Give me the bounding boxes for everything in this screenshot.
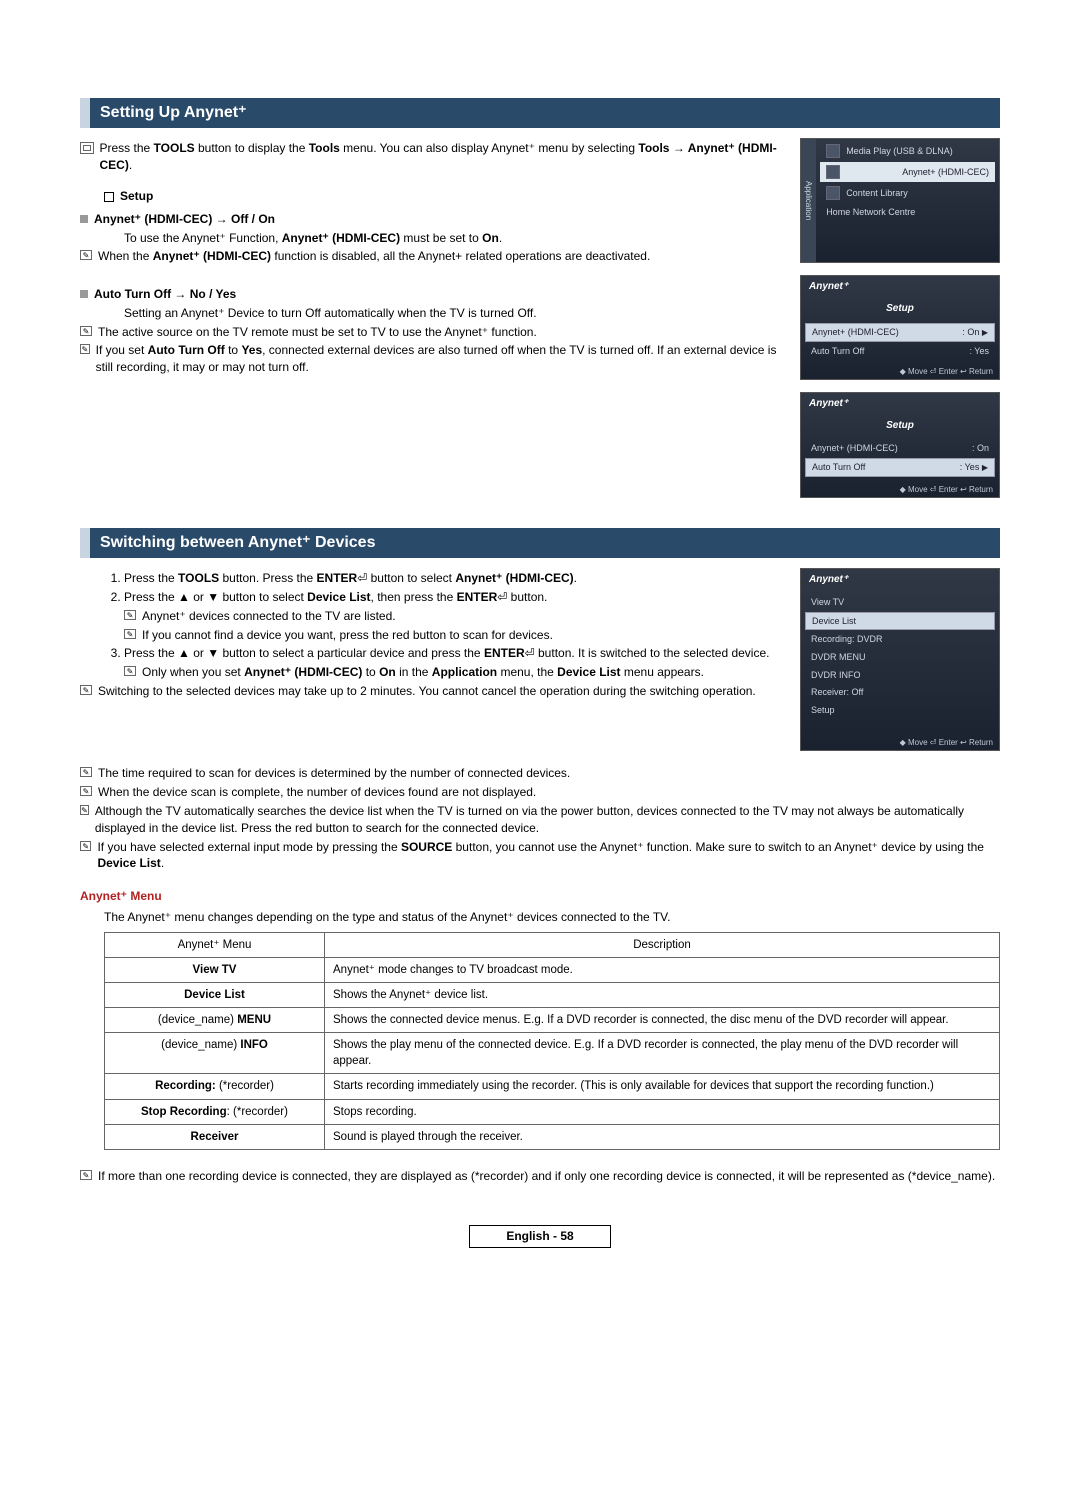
anynet-icon <box>826 165 840 179</box>
osd-footer: ◆ Move ⏎ Enter ↩ Return <box>801 735 999 750</box>
note-icon: ✎ <box>80 250 92 260</box>
menu-footnote: If more than one recording device is con… <box>98 1168 995 1185</box>
osd-side-label: Application <box>801 139 816 262</box>
table-row: (device_name) MENUShows the connected de… <box>105 1008 1000 1033</box>
setup-item1-line: To use the Anynet⁺ Function, Anynet⁺ (HD… <box>124 230 780 247</box>
osd-heading: Setup <box>801 298 999 320</box>
note-icon: ✎ <box>80 685 92 695</box>
osd-dev-item[interactable]: DVDR MENU <box>805 649 995 666</box>
setup-item1-note: When the Anynet⁺ (HDMI-CEC) function is … <box>98 248 650 265</box>
setup-item2-note2: If you set Auto Turn Off to Yes, connect… <box>96 342 780 376</box>
tools-icon <box>80 142 94 154</box>
osd-heading: Setup <box>801 415 999 437</box>
switch-step-1: Press the TOOLS button. Press the ENTER⏎… <box>124 570 780 587</box>
osd-dev-item[interactable]: Setup <box>805 702 995 719</box>
table-row: View TVAnynet⁺ mode changes to TV broadc… <box>105 957 1000 982</box>
osd-app-item: Content Library <box>820 183 995 203</box>
osd-setup-1: Anynet⁺ Setup Anynet+ (HDMI-CEC): On ▶ A… <box>800 275 1000 380</box>
intro-text: Press the TOOLS button to display the To… <box>100 140 781 174</box>
square-bullet-icon <box>80 290 88 298</box>
page-footer: English - 58 <box>80 1225 1000 1248</box>
note-icon: ✎ <box>124 666 136 676</box>
osd-app-item: Home Network Centre <box>820 203 995 222</box>
setup-item2-note1: The active source on the TV remote must … <box>98 324 537 341</box>
note-icon: ✎ <box>80 841 91 851</box>
osd-app-item: Media Play (USB & DLNA) <box>820 141 995 161</box>
osd-dev-item[interactable]: Recording: DVDR <box>805 631 995 648</box>
osd-dev-item[interactable]: Receiver: Off <box>805 684 995 701</box>
note-icon: ✎ <box>80 767 92 777</box>
left-column-2: Press the TOOLS button. Press the ENTER⏎… <box>80 568 780 763</box>
osd-dev-item[interactable]: View TV <box>805 594 995 611</box>
osd-title: Anynet⁺ <box>801 569 999 591</box>
page-number: English - 58 <box>469 1225 610 1248</box>
switch-step-2: Press the ▲ or ▼ button to select Device… <box>124 589 780 643</box>
anynet-menu-heading: Anynet⁺ Menu <box>80 888 1000 905</box>
note-icon: ✎ <box>80 1170 92 1180</box>
switch-gnote1: Switching to the selected devices may ta… <box>98 683 756 700</box>
osd-row-autoturnoff[interactable]: Auto Turn Off: Yes ▶ <box>805 458 995 477</box>
setup-subheading: Setup <box>104 188 780 205</box>
osd-row-hdmicec[interactable]: Anynet+ (HDMI-CEC): On ▶ <box>805 323 995 342</box>
note-icon: ✎ <box>80 805 89 815</box>
setup-item1-title: Anynet⁺ (HDMI-CEC) → Off / On <box>94 211 275 228</box>
osd-title: Anynet⁺ <box>801 393 999 415</box>
osd-dev-item-selected[interactable]: Device List <box>805 612 995 631</box>
square-bullet-icon <box>80 215 88 223</box>
table-row: Stop Recording: (*recorder)Stops recordi… <box>105 1099 1000 1124</box>
osd-application-menu: Application Media Play (USB & DLNA) Anyn… <box>800 138 1000 263</box>
library-icon <box>826 186 840 200</box>
table-header-row: Anynet⁺ Menu Description <box>105 932 1000 957</box>
osd-title: Anynet⁺ <box>801 276 999 298</box>
note-icon: ✎ <box>124 610 136 620</box>
osd-dev-item[interactable]: DVDR INFO <box>805 667 995 684</box>
note-icon: ✎ <box>124 629 136 639</box>
setup-item2-line: Setting an Anynet⁺ Device to turn Off au… <box>124 305 780 322</box>
note-icon: ✎ <box>80 326 92 336</box>
osd-footer: ◆ Move ⏎ Enter ↩ Return <box>801 482 999 497</box>
osd-device-list: Anynet⁺ View TV Device List Recording: D… <box>800 568 1000 751</box>
table-row: Recording: (*recorder)Starts recording i… <box>105 1074 1000 1099</box>
right-column-2: Anynet⁺ View TV Device List Recording: D… <box>800 568 1000 763</box>
section-setting-up-anynet: Setting Up Anynet⁺ <box>80 98 1000 128</box>
osd-footer: ◆ Move ⏎ Enter ↩ Return <box>801 364 999 379</box>
setup-item2-title: Auto Turn Off → No / Yes <box>94 286 236 303</box>
table-row: ReceiverSound is played through the rece… <box>105 1124 1000 1149</box>
table-row: (device_name) INFOShows the play menu of… <box>105 1033 1000 1074</box>
note-icon: ✎ <box>80 786 92 796</box>
osd-setup-2: Anynet⁺ Setup Anynet+ (HDMI-CEC): On Aut… <box>800 392 1000 497</box>
section-switching-devices: Switching between Anynet⁺ Devices <box>80 528 1000 558</box>
media-icon <box>826 144 840 158</box>
anynet-menu-table: Anynet⁺ Menu Description View TVAnynet⁺ … <box>104 932 1000 1150</box>
checkbox-icon <box>104 192 114 202</box>
osd-row-autoturnoff[interactable]: Auto Turn Off: Yes <box>805 343 995 360</box>
switch-step-3: Press the ▲ or ▼ button to select a part… <box>124 645 780 681</box>
switch-gnote2: The time required to scan for devices is… <box>98 765 570 782</box>
table-row: Device ListShows the Anynet⁺ device list… <box>105 983 1000 1008</box>
right-column: Application Media Play (USB & DLNA) Anyn… <box>800 138 1000 509</box>
osd-app-item-selected: Anynet+ (HDMI-CEC) <box>820 162 995 182</box>
left-column: Press the TOOLS button to display the To… <box>80 138 780 509</box>
switch-gnote3: When the device scan is complete, the nu… <box>98 784 536 801</box>
switch-gnote5: If you have selected external input mode… <box>97 839 1000 873</box>
page: Setting Up Anynet⁺ Press the TOOLS butto… <box>80 98 1000 1248</box>
switch-gnote4: Although the TV automatically searches t… <box>95 803 1000 837</box>
anynet-menu-intro: The Anynet⁺ menu changes depending on th… <box>104 909 1000 926</box>
note-icon: ✎ <box>80 344 90 354</box>
switch-steps: Press the TOOLS button. Press the ENTER⏎… <box>124 570 780 681</box>
osd-row-hdmicec[interactable]: Anynet+ (HDMI-CEC): On <box>805 440 995 457</box>
